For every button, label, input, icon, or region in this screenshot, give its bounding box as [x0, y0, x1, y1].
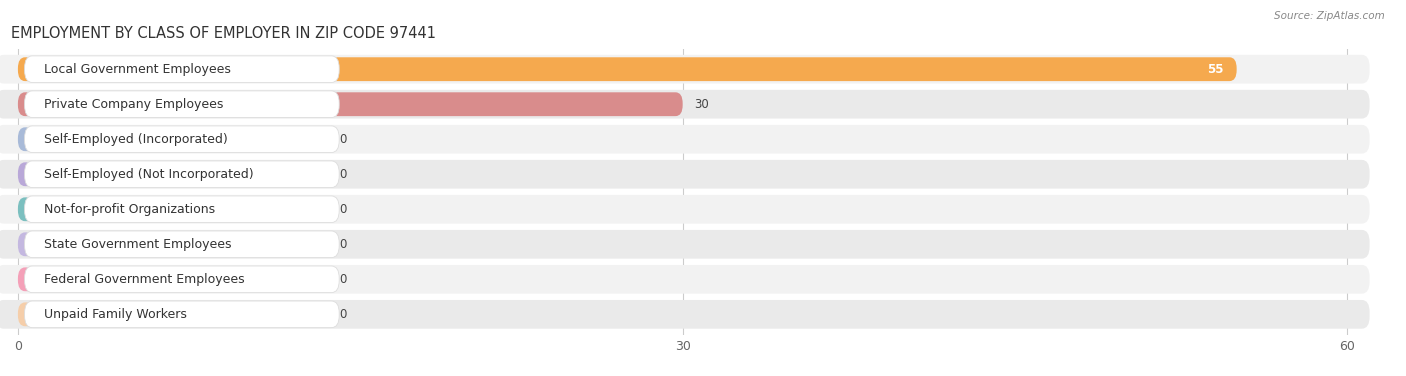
FancyBboxPatch shape: [0, 55, 1369, 83]
Text: Source: ZipAtlas.com: Source: ZipAtlas.com: [1274, 11, 1385, 21]
Text: 0: 0: [339, 238, 347, 251]
Text: 0: 0: [339, 308, 347, 321]
Text: Not-for-profit Organizations: Not-for-profit Organizations: [45, 203, 215, 216]
FancyBboxPatch shape: [24, 196, 339, 223]
FancyBboxPatch shape: [18, 267, 328, 291]
Text: 55: 55: [1206, 63, 1223, 76]
Text: Federal Government Employees: Federal Government Employees: [45, 273, 245, 286]
FancyBboxPatch shape: [18, 92, 683, 116]
FancyBboxPatch shape: [24, 161, 339, 188]
FancyBboxPatch shape: [18, 302, 328, 326]
FancyBboxPatch shape: [0, 300, 1369, 329]
FancyBboxPatch shape: [18, 127, 328, 151]
FancyBboxPatch shape: [18, 197, 328, 221]
FancyBboxPatch shape: [0, 195, 1369, 224]
Text: Local Government Employees: Local Government Employees: [45, 63, 232, 76]
FancyBboxPatch shape: [24, 126, 339, 153]
FancyBboxPatch shape: [24, 231, 339, 258]
FancyBboxPatch shape: [24, 91, 339, 118]
FancyBboxPatch shape: [18, 57, 1237, 81]
Text: 0: 0: [339, 133, 347, 146]
FancyBboxPatch shape: [0, 265, 1369, 294]
Text: 30: 30: [693, 98, 709, 111]
FancyBboxPatch shape: [24, 266, 339, 293]
FancyBboxPatch shape: [0, 160, 1369, 189]
Text: 0: 0: [339, 168, 347, 181]
Text: Self-Employed (Incorporated): Self-Employed (Incorporated): [45, 133, 228, 146]
Text: EMPLOYMENT BY CLASS OF EMPLOYER IN ZIP CODE 97441: EMPLOYMENT BY CLASS OF EMPLOYER IN ZIP C…: [11, 26, 436, 41]
FancyBboxPatch shape: [0, 125, 1369, 153]
FancyBboxPatch shape: [24, 301, 339, 327]
Text: Self-Employed (Not Incorporated): Self-Employed (Not Incorporated): [45, 168, 254, 181]
Text: State Government Employees: State Government Employees: [45, 238, 232, 251]
FancyBboxPatch shape: [24, 56, 339, 82]
FancyBboxPatch shape: [0, 230, 1369, 259]
Text: Unpaid Family Workers: Unpaid Family Workers: [45, 308, 187, 321]
Text: 0: 0: [339, 273, 347, 286]
FancyBboxPatch shape: [18, 162, 328, 186]
FancyBboxPatch shape: [18, 232, 328, 256]
Text: 0: 0: [339, 203, 347, 216]
FancyBboxPatch shape: [0, 90, 1369, 118]
Text: Private Company Employees: Private Company Employees: [45, 98, 224, 111]
